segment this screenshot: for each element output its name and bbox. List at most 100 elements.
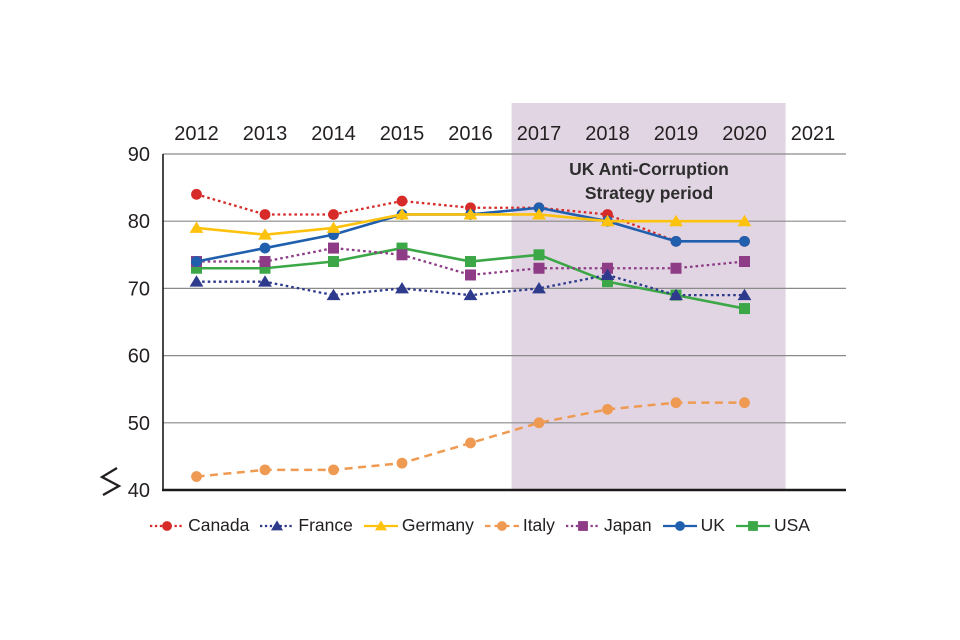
y-tick-labels: 40 50 60 70 80 90	[128, 144, 150, 502]
data-point-marker	[737, 288, 752, 301]
x-tick-labels: 2012 2013 2014 2015 2016 2017 2018 2019 2020 2021	[174, 123, 835, 145]
y-tick-60: 60	[128, 346, 150, 368]
legend-marker-canada-icon	[150, 520, 185, 531]
data-point-marker	[396, 249, 408, 261]
legend-marker-shape	[162, 520, 172, 531]
data-point-marker	[465, 256, 476, 268]
legend-item-uk: UK	[662, 515, 725, 536]
data-point-marker	[395, 282, 409, 294]
y-tick-40: 40	[128, 480, 150, 502]
legend-label-japan: Japan	[603, 515, 652, 535]
data-point-marker	[191, 262, 202, 274]
x-tick-2021: 2021	[791, 123, 836, 145]
data-point-marker	[259, 256, 271, 268]
series-germany	[189, 208, 752, 240]
data-point-marker	[532, 282, 546, 294]
data-point-marker	[396, 242, 408, 254]
legend-marker-shape	[748, 520, 758, 531]
y-tick-80: 80	[128, 211, 150, 233]
y-axis-break-icon	[99, 467, 122, 497]
legend-marker-shape	[674, 520, 685, 531]
x-tick-2015: 2015	[380, 123, 425, 145]
data-point-marker	[396, 457, 408, 469]
x-tick-2013: 2013	[243, 123, 288, 145]
x-tick-2014: 2014	[311, 123, 356, 145]
data-point-marker	[258, 228, 272, 240]
x-tick-2012: 2012	[174, 123, 219, 145]
data-point-marker	[463, 208, 478, 220]
y-tick-50: 50	[128, 413, 150, 435]
data-point-marker	[533, 202, 545, 214]
data-point-marker	[737, 214, 752, 227]
data-point-marker	[189, 221, 204, 233]
legend-marker-usa-icon	[735, 520, 770, 531]
legend-label-italy: Italy	[522, 515, 555, 535]
data-point-marker	[259, 242, 271, 254]
data-point-marker	[328, 256, 339, 268]
data-point-marker	[465, 437, 476, 449]
series-italy	[191, 397, 750, 482]
data-point-marker	[259, 464, 271, 476]
legend-marker-shape	[496, 520, 507, 531]
legend-marker-shape	[578, 520, 588, 531]
data-point-marker	[602, 403, 613, 415]
series-japan-line	[196, 246, 745, 277]
data-point-marker	[739, 397, 750, 409]
data-point-marker	[670, 235, 682, 247]
data-point-marker	[259, 209, 271, 220]
data-point-marker	[602, 276, 613, 288]
legend-item-japan: Japan	[565, 515, 652, 536]
data-point-marker	[328, 242, 339, 254]
x-tick-2018: 2018	[585, 123, 630, 145]
data-point-marker	[395, 208, 409, 220]
legend-item-canada: Canada	[150, 515, 249, 536]
legend-item-france: France	[260, 515, 353, 536]
data-point-marker	[326, 221, 341, 233]
data-point-marker	[739, 235, 750, 247]
data-point-marker	[191, 256, 202, 267]
data-point-marker	[600, 268, 615, 280]
legend-label-usa: USA	[773, 515, 810, 535]
legend-marker-italy-icon	[484, 520, 519, 531]
legend-item-germany: Germany	[363, 515, 474, 536]
data-point-marker	[533, 417, 545, 429]
data-point-marker	[532, 208, 546, 220]
y-tick-70: 70	[128, 278, 150, 300]
gridlines	[163, 153, 846, 424]
highlight-band-label: UK Anti-Corruption Strategy period	[489, 157, 809, 205]
data-point-marker	[258, 275, 272, 287]
legend-marker-japan-icon	[565, 520, 600, 531]
legend-item-italy: Italy	[484, 515, 555, 536]
x-tick-2019: 2019	[654, 123, 699, 145]
data-point-marker	[189, 275, 204, 287]
data-point-marker	[670, 262, 682, 274]
data-point-marker	[739, 303, 750, 315]
data-point-marker	[602, 262, 613, 274]
x-tick-2016: 2016	[448, 123, 493, 145]
data-point-marker	[465, 269, 476, 281]
legend-label-france: France	[298, 515, 353, 535]
data-point-marker	[600, 214, 615, 227]
legend-marker-france-icon	[260, 519, 295, 530]
data-point-marker	[326, 288, 341, 301]
legend-label-canada: Canada	[188, 515, 250, 535]
legend-item-usa: USA	[735, 515, 810, 536]
series-canada-line	[196, 193, 745, 243]
data-point-marker	[669, 214, 683, 227]
data-point-marker	[328, 464, 339, 476]
data-point-marker	[670, 397, 682, 409]
series-france	[189, 268, 752, 301]
data-point-marker	[739, 256, 750, 268]
highlight-band-label-line1: UK Anti-Corruption	[569, 159, 729, 179]
legend-label-uk: UK	[700, 515, 725, 535]
data-point-marker	[533, 262, 545, 274]
data-point-marker	[463, 288, 478, 301]
chart-legend: Canada France Germany Italy Japan UK USA	[0, 515, 960, 536]
legend-marker-uk-icon	[662, 520, 697, 531]
x-tick-2020: 2020	[722, 123, 767, 145]
data-point-marker	[259, 262, 271, 274]
data-point-marker	[669, 288, 683, 301]
x-tick-2017: 2017	[517, 123, 562, 145]
